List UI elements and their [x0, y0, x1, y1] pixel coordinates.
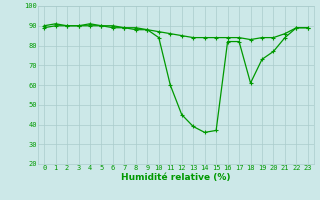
- X-axis label: Humidité relative (%): Humidité relative (%): [121, 173, 231, 182]
